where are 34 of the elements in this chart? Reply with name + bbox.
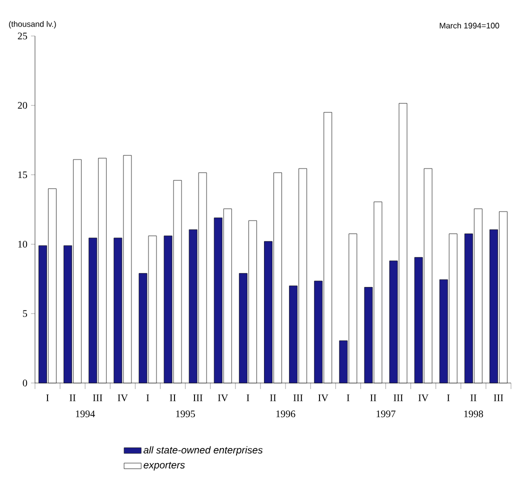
x-tick-label: II bbox=[170, 394, 176, 402]
y-tick-label: 25 bbox=[18, 32, 28, 40]
x-tick-label: IV bbox=[318, 394, 328, 402]
y-axis-title: (thousand lv.) bbox=[9, 21, 56, 28]
y-tick-label: 10 bbox=[18, 240, 28, 248]
y-tick-label: 15 bbox=[18, 171, 28, 178]
text: 1995 bbox=[176, 410, 195, 418]
x-tick-label: II bbox=[270, 394, 276, 402]
x-tick-label: I bbox=[447, 394, 450, 402]
x-tick-label: II bbox=[370, 394, 376, 402]
x-tick-label: III bbox=[394, 394, 403, 402]
y-tick-label: 20 bbox=[18, 102, 28, 109]
x-tick-label: III bbox=[494, 394, 504, 402]
x-tick-label: I bbox=[46, 394, 49, 402]
x-tick-label: IV bbox=[218, 394, 228, 402]
x-tick-label: III bbox=[193, 394, 202, 402]
text: 1997 bbox=[376, 410, 396, 418]
x-tick-label: IV bbox=[118, 394, 128, 402]
text: 1994 bbox=[76, 410, 95, 418]
x-tick-label: III bbox=[293, 394, 303, 402]
x-tick-label: I bbox=[246, 394, 250, 402]
legend-label: exporters bbox=[144, 462, 185, 470]
chart-subtitle: March 1994=100 bbox=[440, 22, 500, 28]
x-tick-label: IV bbox=[418, 394, 428, 402]
x-tick-label: II bbox=[70, 394, 76, 402]
legend-label: all state-owned enterprises bbox=[144, 446, 263, 456]
y-tick-label: 5 bbox=[23, 310, 28, 317]
x-tick-label: I bbox=[146, 394, 150, 402]
y-tick-label: 0 bbox=[22, 380, 28, 386]
x-tick-label: I bbox=[346, 394, 350, 402]
text: 1998 bbox=[464, 410, 484, 418]
x-tick-label: II bbox=[470, 394, 476, 402]
text: 1996 bbox=[276, 410, 296, 418]
x-tick-label: III bbox=[93, 394, 102, 402]
